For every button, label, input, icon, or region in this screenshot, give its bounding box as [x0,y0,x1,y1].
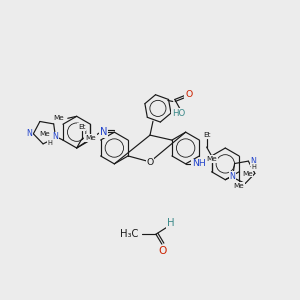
Text: Me: Me [242,171,253,177]
Text: N: N [100,127,107,137]
Text: H: H [167,218,175,228]
Text: O: O [159,246,167,256]
Text: Me: Me [206,156,217,162]
Text: H: H [252,164,257,170]
Text: NH: NH [192,159,206,168]
Text: N: N [26,129,32,138]
Text: H₃C: H₃C [120,229,138,239]
Text: Me: Me [53,115,64,121]
Text: O: O [146,158,154,167]
Text: H: H [47,140,52,146]
Text: Et: Et [78,124,85,130]
Text: N: N [250,157,256,166]
Text: Me: Me [85,135,96,141]
Text: O: O [185,90,192,99]
Text: Me: Me [40,131,50,137]
Text: N: N [230,172,236,181]
Text: HO: HO [172,109,185,118]
Text: Me: Me [234,183,244,189]
Text: Et: Et [203,132,210,138]
Text: N: N [53,132,58,141]
